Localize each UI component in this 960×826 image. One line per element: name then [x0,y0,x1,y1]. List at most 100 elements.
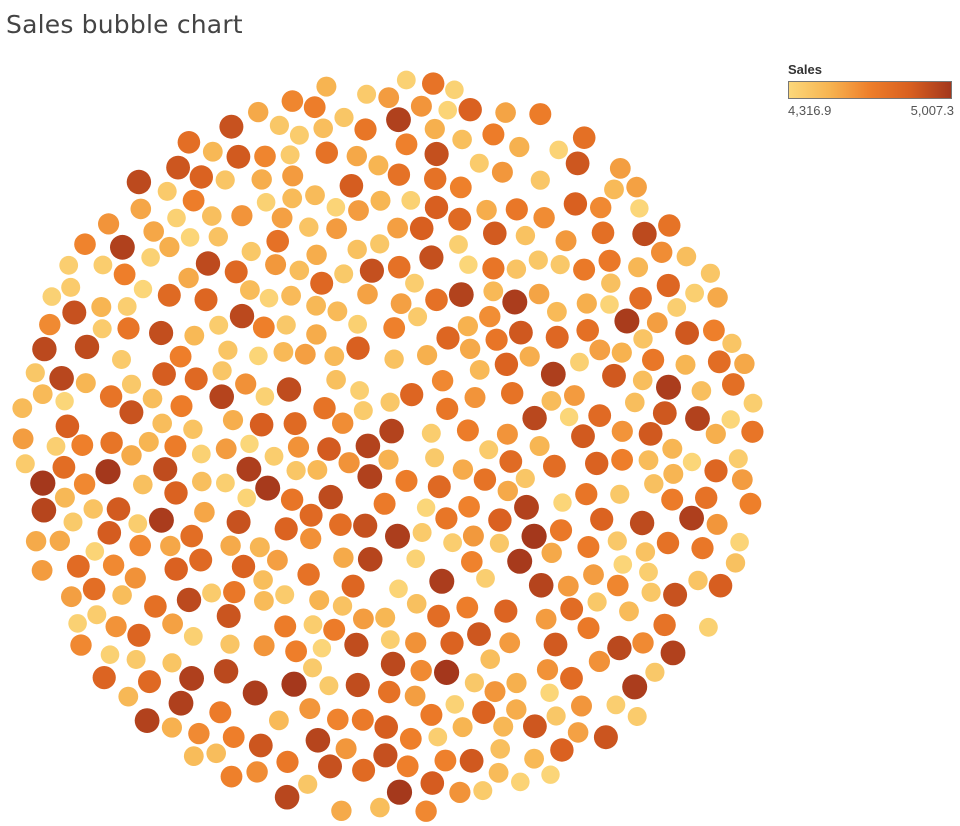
bubble-440[interactable] [183,746,204,766]
bubble-404[interactable] [194,501,215,523]
bubble-513[interactable] [484,681,506,703]
bubble-310[interactable] [452,717,473,738]
bubble-495[interactable] [313,118,334,139]
bubble-305[interactable] [129,534,151,557]
bubble-166[interactable] [610,484,630,504]
bubble-67[interactable] [298,774,318,794]
bubble-49[interactable] [31,497,57,523]
bubble-133[interactable] [188,722,210,745]
bubble-472[interactable] [164,435,187,458]
bubble-137[interactable] [575,483,598,506]
bubble-91[interactable] [138,431,159,452]
bubble-329[interactable] [629,287,652,310]
bubble-355[interactable] [63,512,83,532]
bubble-330[interactable] [479,305,501,328]
bubble-253[interactable] [408,307,428,327]
bubble-158[interactable] [591,221,615,245]
bubble-487[interactable] [641,582,661,602]
bubble-96[interactable] [266,229,290,253]
bubble-420[interactable] [289,125,309,145]
bubble-265[interactable] [431,370,454,392]
bubble-449[interactable] [461,551,483,573]
bubble-378[interactable] [464,387,486,408]
bubble-452[interactable] [316,76,337,97]
bubble-83[interactable] [102,554,125,576]
bubble-175[interactable] [417,345,438,366]
bubble-276[interactable] [663,582,688,607]
bubble-342[interactable] [93,255,113,275]
bubble-80[interactable] [327,301,348,322]
bubble-180[interactable] [449,176,472,199]
bubble-237[interactable] [345,672,370,698]
bubble-12[interactable] [300,528,322,550]
bubble-280[interactable] [464,673,484,693]
bubble-357[interactable] [691,537,714,560]
bubble-356[interactable] [667,298,687,317]
bubble-403[interactable] [434,749,457,772]
bubble-68[interactable] [275,585,295,605]
bubble-504[interactable] [70,634,92,656]
bubble-319[interactable] [378,449,399,470]
bubble-262[interactable] [424,195,449,220]
bubble-471[interactable] [600,295,619,314]
bubble-44[interactable] [62,300,87,325]
bubble-127[interactable] [387,255,411,279]
bubble-120[interactable] [213,659,239,684]
bubble-226[interactable] [264,446,284,466]
bubble-509[interactable] [83,499,103,519]
bubble-430[interactable] [281,90,304,112]
bubble-474[interactable] [611,342,632,363]
bubble-134[interactable] [353,401,373,421]
bubble-143[interactable] [458,98,482,122]
bubble-21[interactable] [384,349,404,369]
bubble-412[interactable] [299,698,321,720]
bubble-181[interactable] [456,419,479,442]
bubble-250[interactable] [495,102,516,123]
bubble-148[interactable] [587,592,607,612]
bubble-316[interactable] [285,640,307,663]
bubble-23[interactable] [642,348,665,371]
bubble-3[interactable] [191,444,211,464]
bubble-119[interactable] [706,513,728,535]
bubble-217[interactable] [12,398,33,418]
bubble-375[interactable] [420,703,443,726]
bubble-297[interactable] [276,750,299,774]
bubble-77[interactable] [178,267,199,289]
bubble-64[interactable] [571,695,592,717]
bubble-336[interactable] [31,560,53,581]
bubble-341[interactable] [440,631,464,655]
bubble-27[interactable] [127,623,151,647]
bubble-279[interactable] [126,169,152,195]
bubble-311[interactable] [419,245,444,270]
bubble-192[interactable] [523,714,547,739]
bubble-28[interactable] [705,423,726,444]
bubble-257[interactable] [739,492,762,515]
bubble-291[interactable] [141,248,160,267]
bubble-249[interactable] [639,562,658,582]
bubble-300[interactable] [491,161,513,183]
bubble-212[interactable] [348,314,367,334]
bubble-379[interactable] [241,241,261,262]
bubble-515[interactable] [438,100,458,120]
bubble-467[interactable] [410,659,432,682]
bubble-485[interactable] [399,727,422,750]
bubble-84[interactable] [310,271,334,295]
bubble-149[interactable] [319,676,339,696]
bubble-95[interactable] [344,632,369,657]
bubble-186[interactable] [209,384,234,410]
bubble-261[interactable] [142,388,163,409]
bubble-268[interactable] [543,454,566,478]
bubble-123[interactable] [576,293,597,314]
bubble-146[interactable] [276,315,296,335]
bubble-416[interactable] [326,198,346,217]
bubble-107[interactable] [656,531,680,555]
bubble-503[interactable] [282,188,303,209]
bubble-327[interactable] [351,708,374,731]
bubble-365[interactable] [658,214,681,237]
bubble-301[interactable] [469,360,490,380]
bubble-191[interactable] [385,523,410,549]
bubble-10[interactable] [494,599,518,623]
bubble-497[interactable] [635,542,656,562]
bubble-394[interactable] [663,463,684,484]
bubble-444[interactable] [632,370,653,391]
